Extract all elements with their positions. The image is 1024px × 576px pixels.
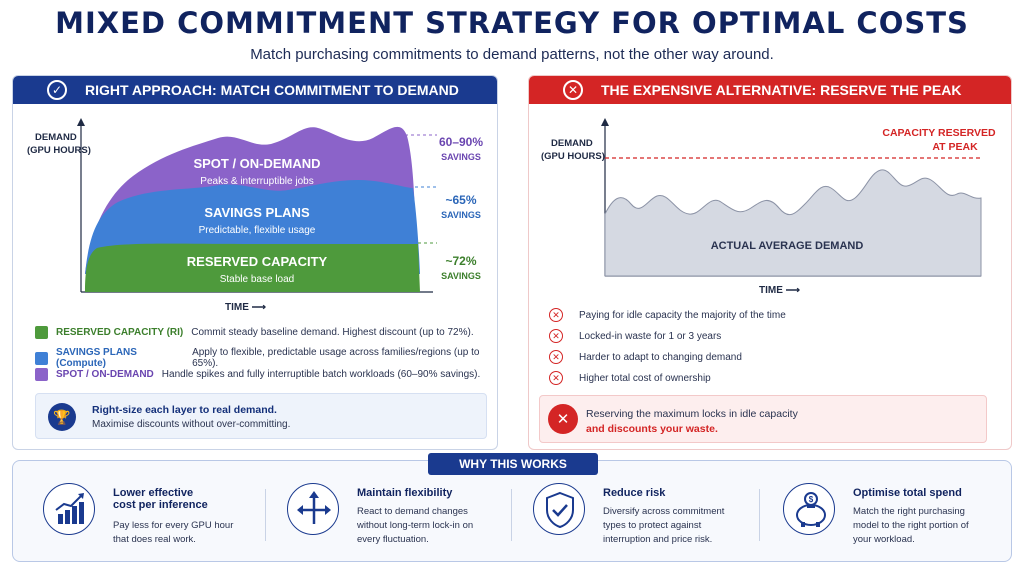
x-circle-icon: ✕ [549, 308, 563, 322]
issue-item: ✕ Locked-in waste for 1 or 3 years [549, 329, 721, 343]
legend-item-reserved: RESERVED CAPACITY (RI) Commit steady bas… [35, 326, 495, 339]
issue-text: Higher total cost of ownership [579, 372, 711, 384]
issue-text: Paying for idle capacity the majority of… [579, 309, 786, 321]
x-circle-icon: ✕ [549, 329, 563, 343]
expensive-alternative-header: ✕ THE EXPENSIVE ALTERNATIVE: RESERVE THE… [529, 76, 1011, 104]
y-axis-label: DEMAND [35, 132, 77, 143]
savings-layer-sub: Predictable, flexible usage [199, 225, 316, 236]
spot-savings-value: 60–90% [439, 135, 483, 149]
benefit-lower-cost: Lower effective cost per inference Pay l… [13, 483, 253, 553]
benefit-text: Match the right purchasing model to the … [853, 506, 969, 545]
reserved-layer-title: RESERVED CAPACITY [187, 254, 328, 269]
benefit-flexibility: Maintain flexibility React to demand cha… [257, 483, 497, 553]
legend-text-spot: Handle spikes and fully interruptible ba… [161, 369, 481, 380]
expensive-alternative-panel: ✕ THE EXPENSIVE ALTERNATIVE: RESERVE THE… [528, 75, 1012, 450]
legend-text-savings-plans: Apply to flexible, predictable usage acr… [192, 347, 480, 369]
shield-check-icon [533, 483, 585, 535]
issue-item: ✕ Higher total cost of ownership [549, 371, 711, 385]
y-axis-unit: (GPU HOURS) [27, 145, 91, 156]
reserved-capacity-layer [85, 243, 420, 292]
x-circle-icon: ✕ [563, 80, 583, 100]
benefit-title: Lower effective cost per inference [113, 487, 208, 511]
issue-item: ✕ Paying for idle capacity the majority … [549, 308, 786, 322]
x-circle-icon: ✕ [549, 350, 563, 364]
x-icon: ✕ [548, 404, 578, 434]
warning-line-1: Reserving the maximum locks in idle capa… [586, 408, 798, 420]
issue-text: Harder to adapt to changing demand [579, 351, 742, 363]
page-title: MIXED COMMITMENT STRATEGY FOR OPTIMAL CO… [55, 6, 969, 40]
benefit-text: Pay less for every GPU hour that does re… [113, 520, 234, 545]
split-arrows-icon [287, 483, 339, 535]
x-axis-label: TIME ⟶ [225, 302, 267, 313]
reserve-peak-diagram: DEMAND (GPU HOURS) TIME ⟶ CAPACITY RESER… [541, 118, 996, 296]
savings-plans-savings-value: ~65% [445, 193, 476, 207]
layered-commitment-diagram: DEMAND (GPU HOURS) TIME ⟶ SPOT / ON-DEMA… [27, 118, 483, 313]
piggy-bank-icon: $ [783, 483, 835, 535]
x-circle-icon: ✕ [549, 371, 563, 385]
right-approach-header: ✓ RIGHT APPROACH: MATCH COMMITMENT TO DE… [13, 76, 497, 104]
reserved-savings-value: ~72% [445, 254, 476, 268]
tip-title: Right-size each layer to real demand. [92, 404, 277, 416]
bar-chart-growth-icon [43, 483, 95, 535]
spot-layer-sub: Peaks & interruptible jobs [200, 176, 313, 187]
why-this-works-heading: WHY THIS WORKS [428, 453, 598, 475]
legend-swatch-savings-plans [35, 351, 48, 365]
legend-text-reserved: Commit steady baseline demand. Highest d… [191, 327, 474, 338]
page-subtitle: Match purchasing commitments to demand p… [250, 46, 774, 63]
legend-label-reserved: RESERVED CAPACITY (RI) [56, 327, 184, 338]
legend-item-spot: SPOT / ON-DEMAND Handle spikes and fully… [35, 368, 495, 381]
spot-layer-title: SPOT / ON-DEMAND [193, 156, 320, 171]
benefit-title-line-1: Lower effective [113, 487, 194, 499]
tip-text: Maximise discounts without over-committi… [92, 419, 291, 430]
divider [511, 489, 512, 541]
spot-savings-word: SAVINGS [441, 152, 481, 162]
legend-label-savings-plans: SAVINGS PLANS (Compute) [56, 347, 137, 369]
y-axis-label: DEMAND [551, 138, 593, 149]
legend-swatch-spot [35, 368, 48, 381]
y-axis-arrow [601, 118, 609, 126]
divider [265, 489, 266, 541]
benefit-title: Reduce risk [603, 487, 666, 499]
x-axis-label: TIME ⟶ [759, 285, 801, 296]
divider [759, 489, 760, 541]
svg-text:$: $ [809, 495, 814, 504]
y-axis-arrow [77, 118, 85, 126]
warning-line-2: and discounts your waste. [586, 423, 718, 435]
issue-text: Locked-in waste for 1 or 3 years [579, 330, 722, 342]
actual-demand-area [604, 169, 982, 277]
actual-demand-label: ACTUAL AVERAGE DEMAND [711, 240, 864, 252]
check-circle-icon: ✓ [47, 80, 67, 100]
warning-callout: ✕ Reserving the maximum locks in idle ca… [539, 395, 987, 443]
benefit-title: Maintain flexibility [357, 487, 453, 499]
reserved-peak-label: CAPACITY RESERVED [882, 127, 996, 139]
reserved-layer-sub: Stable base load [220, 274, 295, 285]
savings-plans-savings-word: SAVINGS [441, 210, 481, 220]
issue-item: ✕ Harder to adapt to changing demand [549, 350, 742, 364]
legend-swatch-reserved [35, 326, 48, 339]
right-approach-heading: RIGHT APPROACH: MATCH COMMITMENT TO DEMA… [85, 82, 459, 98]
right-approach-panel: ✓ RIGHT APPROACH: MATCH COMMITMENT TO DE… [12, 75, 498, 450]
benefit-text: React to demand changes without long-ter… [357, 506, 474, 545]
why-this-works-section: WHY THIS WORKS Lower effective cost per … [12, 453, 1012, 562]
trophy-icon: 🏆 [48, 403, 76, 431]
legend-item-savings-plans: SAVINGS PLANS (Compute) Apply to flexibl… [35, 347, 495, 369]
savings-layer-title: SAVINGS PLANS [204, 205, 310, 220]
benefit-optimise-spend: $ Optimise total spend Match the right p… [753, 483, 993, 553]
reserved-peak-label-2: AT PEAK [932, 141, 978, 153]
right-size-tip: 🏆 Right-size each layer to real demand. … [35, 393, 487, 439]
y-axis-unit: (GPU HOURS) [541, 151, 605, 162]
benefit-title: Optimise total spend [853, 487, 962, 499]
reserved-savings-word: SAVINGS [441, 271, 481, 281]
benefit-text: Diversify across commitment types to pro… [603, 506, 725, 545]
legend-label-spot: SPOT / ON-DEMAND [56, 369, 154, 380]
benefit-title-line-2: cost per inference [113, 499, 208, 511]
benefit-reduce-risk: Reduce risk Diversify across commitment … [503, 483, 743, 553]
expensive-alternative-heading: THE EXPENSIVE ALTERNATIVE: RESERVE THE P… [601, 82, 962, 98]
